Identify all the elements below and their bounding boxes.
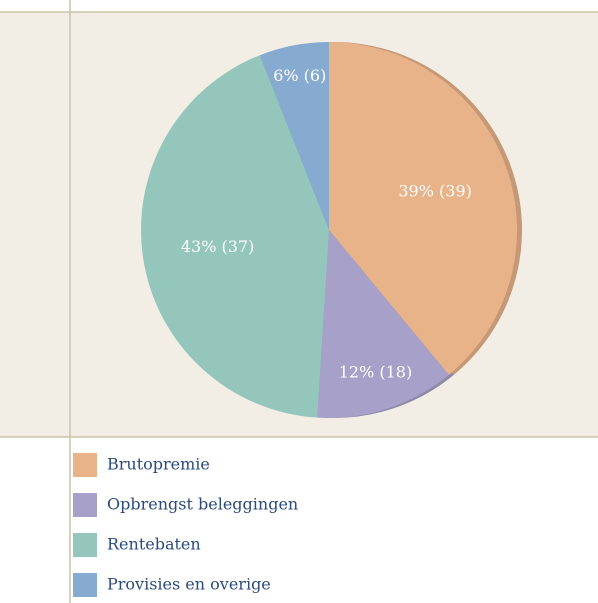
slice xyxy=(140,55,329,418)
legend-swatch xyxy=(73,453,97,477)
slice xyxy=(329,42,517,375)
slice xyxy=(317,230,449,418)
data-label: 12% (18) xyxy=(339,363,413,382)
data-label: 39% (39) xyxy=(398,181,472,200)
legend-swatch xyxy=(73,533,97,557)
legend-label: Opbrengst beleggingen xyxy=(107,495,298,514)
legend-label: Provisies en overige xyxy=(107,575,271,594)
legend-swatch xyxy=(73,493,97,517)
data-label: 43% (37) xyxy=(181,237,255,256)
legend-label: Brutopremie xyxy=(107,455,210,474)
legend-swatch xyxy=(73,573,97,597)
legend-label: Rentebaten xyxy=(107,535,201,554)
data-label: 6% (6) xyxy=(273,66,326,85)
slice xyxy=(259,42,329,230)
